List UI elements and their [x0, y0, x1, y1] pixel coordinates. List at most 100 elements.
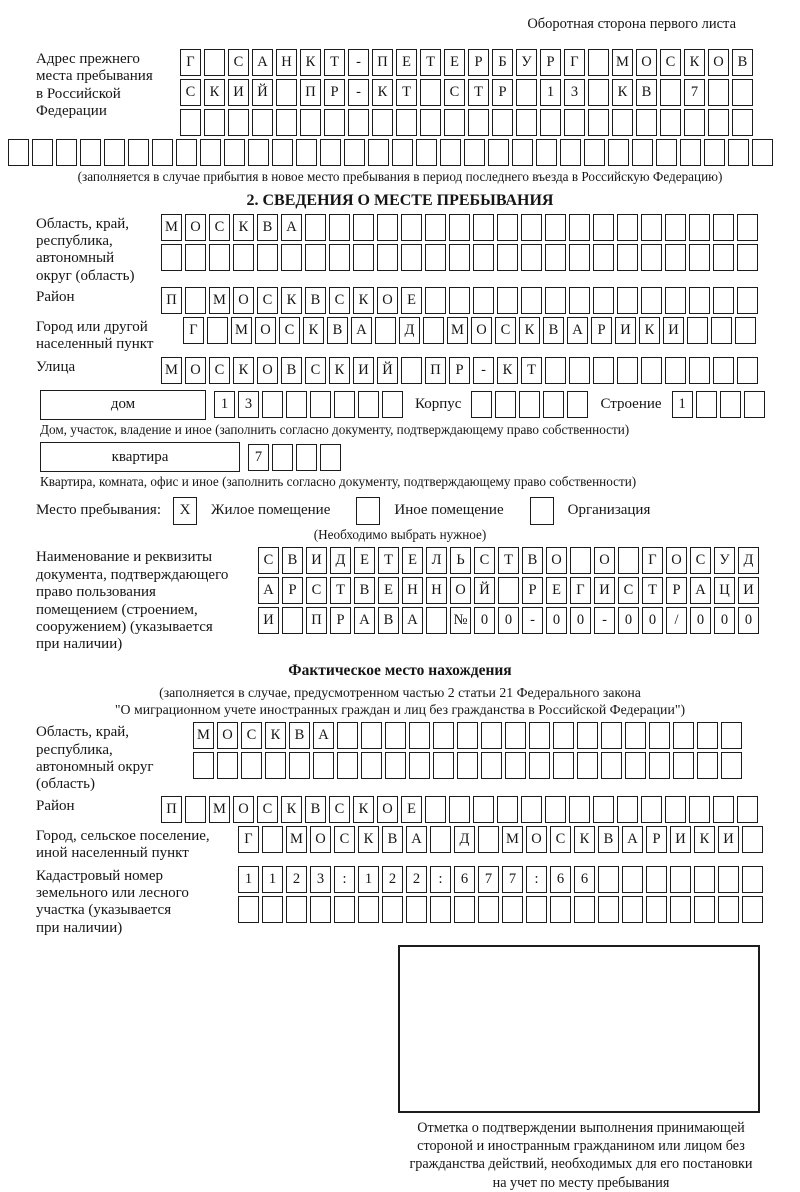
char-box[interactable]: К: [265, 722, 286, 750]
char-box[interactable]: [426, 607, 447, 635]
char-box[interactable]: [473, 213, 494, 241]
char-box[interactable]: Б: [492, 49, 513, 76]
char-box[interactable]: [262, 895, 283, 923]
char-box[interactable]: О: [185, 213, 206, 241]
char-box[interactable]: М: [161, 213, 182, 241]
char-box[interactable]: [272, 443, 293, 471]
char-box[interactable]: [622, 865, 643, 893]
char-box[interactable]: О: [526, 825, 547, 853]
char-box[interactable]: [617, 213, 638, 241]
char-box[interactable]: А: [354, 607, 375, 635]
char-box[interactable]: Р: [324, 79, 345, 106]
char-box[interactable]: [569, 243, 590, 271]
char-box[interactable]: [670, 895, 691, 923]
char-box[interactable]: 1: [262, 865, 283, 893]
char-box[interactable]: Д: [399, 317, 420, 345]
char-box[interactable]: [401, 213, 422, 241]
char-box[interactable]: [660, 109, 681, 136]
char-box[interactable]: Г: [564, 49, 585, 76]
char-box[interactable]: [593, 795, 614, 823]
char-box[interactable]: [713, 356, 734, 384]
char-box[interactable]: [641, 213, 662, 241]
char-box[interactable]: Т: [468, 79, 489, 106]
char-box[interactable]: [454, 895, 475, 923]
char-box[interactable]: С: [444, 79, 465, 106]
char-box[interactable]: К: [358, 825, 379, 853]
char-box[interactable]: [641, 243, 662, 271]
char-box[interactable]: [545, 795, 566, 823]
char-box[interactable]: [704, 139, 725, 166]
char-box[interactable]: [409, 752, 430, 780]
char-box[interactable]: [361, 722, 382, 750]
char-box[interactable]: М: [209, 287, 230, 315]
char-box[interactable]: С: [495, 317, 516, 345]
char-box[interactable]: Р: [522, 577, 543, 605]
char-box[interactable]: [713, 243, 734, 271]
char-box[interactable]: [449, 795, 470, 823]
char-box[interactable]: [540, 109, 561, 136]
char-box[interactable]: А: [281, 213, 302, 241]
char-box[interactable]: №: [450, 607, 471, 635]
char-box[interactable]: К: [694, 825, 715, 853]
char-box[interactable]: [665, 243, 686, 271]
char-box[interactable]: [713, 213, 734, 241]
char-box[interactable]: А: [252, 49, 273, 76]
char-box[interactable]: [737, 287, 758, 315]
char-box[interactable]: В: [282, 547, 303, 575]
char-box[interactable]: [564, 109, 585, 136]
char-box[interactable]: [545, 287, 566, 315]
char-box[interactable]: [588, 79, 609, 106]
char-box[interactable]: [200, 139, 221, 166]
char-box[interactable]: 0: [714, 607, 735, 635]
char-box[interactable]: [337, 752, 358, 780]
char-box[interactable]: [588, 49, 609, 76]
char-box[interactable]: [176, 139, 197, 166]
char-box[interactable]: Д: [738, 547, 759, 575]
char-box[interactable]: 7: [502, 865, 523, 893]
char-box[interactable]: Й: [474, 577, 495, 605]
char-box[interactable]: О: [471, 317, 492, 345]
char-box[interactable]: [358, 895, 379, 923]
char-box[interactable]: [577, 722, 598, 750]
char-box[interactable]: /: [666, 607, 687, 635]
char-box[interactable]: [593, 213, 614, 241]
char-box[interactable]: [737, 795, 758, 823]
char-box[interactable]: [361, 752, 382, 780]
char-box[interactable]: [641, 356, 662, 384]
char-box[interactable]: Н: [276, 49, 297, 76]
char-box[interactable]: [358, 391, 379, 419]
char-box[interactable]: [608, 139, 629, 166]
char-box[interactable]: В: [636, 79, 657, 106]
char-box[interactable]: [217, 752, 238, 780]
char-box[interactable]: [401, 243, 422, 271]
char-box[interactable]: [646, 865, 667, 893]
char-box[interactable]: [711, 317, 732, 345]
char-box[interactable]: [718, 865, 739, 893]
char-box[interactable]: [430, 825, 451, 853]
char-box[interactable]: [289, 752, 310, 780]
char-box[interactable]: Н: [402, 577, 423, 605]
char-box[interactable]: [488, 139, 509, 166]
char-box[interactable]: О: [636, 49, 657, 76]
char-box[interactable]: [473, 243, 494, 271]
char-box[interactable]: [334, 895, 355, 923]
char-box[interactable]: С: [660, 49, 681, 76]
char-box[interactable]: А: [690, 577, 711, 605]
char-box[interactable]: [617, 287, 638, 315]
char-box[interactable]: [732, 109, 753, 136]
char-box[interactable]: [721, 722, 742, 750]
char-box[interactable]: [262, 391, 283, 419]
char-box[interactable]: [209, 243, 230, 271]
char-box[interactable]: 1: [358, 865, 379, 893]
char-box[interactable]: [313, 752, 334, 780]
char-box[interactable]: [305, 213, 326, 241]
char-box[interactable]: И: [670, 825, 691, 853]
char-box[interactable]: [425, 795, 446, 823]
char-box[interactable]: [377, 213, 398, 241]
char-box[interactable]: [425, 213, 446, 241]
char-box[interactable]: [713, 287, 734, 315]
char-box[interactable]: К: [353, 287, 374, 315]
char-box[interactable]: [238, 895, 259, 923]
char-box[interactable]: К: [329, 356, 350, 384]
char-box[interactable]: Е: [402, 547, 423, 575]
